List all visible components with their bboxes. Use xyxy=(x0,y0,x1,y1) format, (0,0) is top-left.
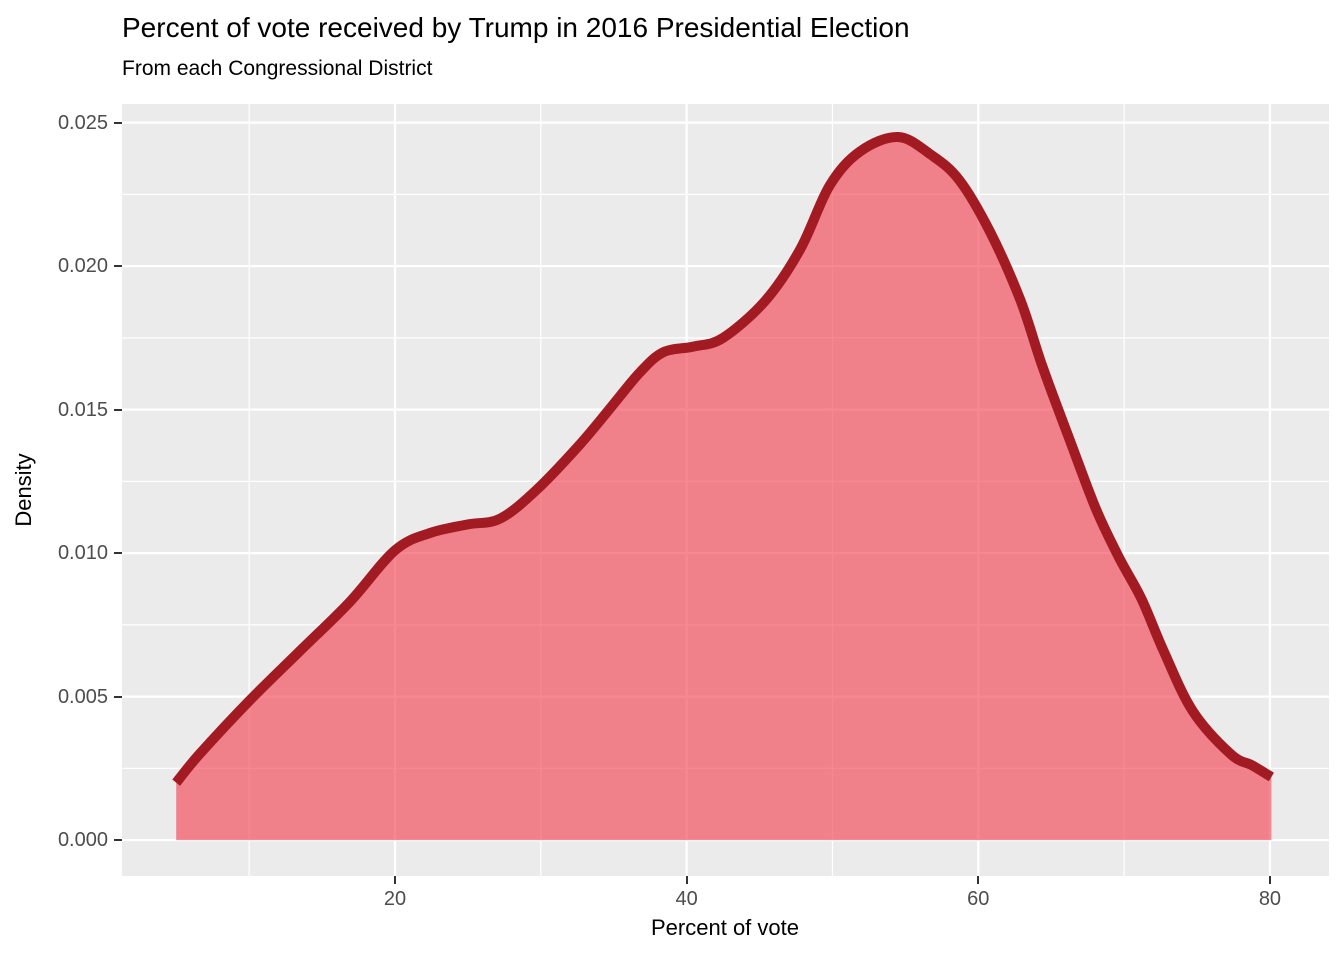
x-tick-mark xyxy=(1268,876,1271,884)
x-tick-mark xyxy=(685,876,688,884)
x-tick-mark xyxy=(977,876,980,884)
y-tick-label: 0.000 xyxy=(57,829,108,852)
x-tick-label: 60 xyxy=(967,888,990,910)
x-tick-label: 40 xyxy=(675,888,698,910)
density-area-fill xyxy=(176,136,1272,841)
y-tick-label: 0.020 xyxy=(57,255,108,278)
y-tick-mark xyxy=(114,121,122,124)
chart-title: Percent of vote received by Trump in 201… xyxy=(122,12,910,43)
plot-panel xyxy=(122,104,1329,876)
y-tick-mark xyxy=(114,552,122,555)
y-tick-mark xyxy=(114,265,122,268)
y-axis-title: Density xyxy=(11,453,36,527)
y-tick-mark xyxy=(114,408,122,411)
y-tick-mark xyxy=(114,695,122,698)
x-tick-label: 80 xyxy=(1258,888,1282,910)
y-tick-mark xyxy=(114,839,122,842)
x-axis-title: Percent of vote xyxy=(651,915,799,940)
y-tick-label: 0.005 xyxy=(57,685,108,708)
y-tick-label: 0.025 xyxy=(57,111,108,134)
x-tick-mark xyxy=(393,876,396,884)
density-plot-svg xyxy=(122,104,1329,876)
y-tick-label: 0.015 xyxy=(57,398,108,421)
x-tick-label: 20 xyxy=(383,888,407,910)
density-curve xyxy=(172,132,1274,786)
y-tick-label: 0.010 xyxy=(57,542,108,565)
chart-subtitle: From each Congressional District xyxy=(122,57,433,80)
